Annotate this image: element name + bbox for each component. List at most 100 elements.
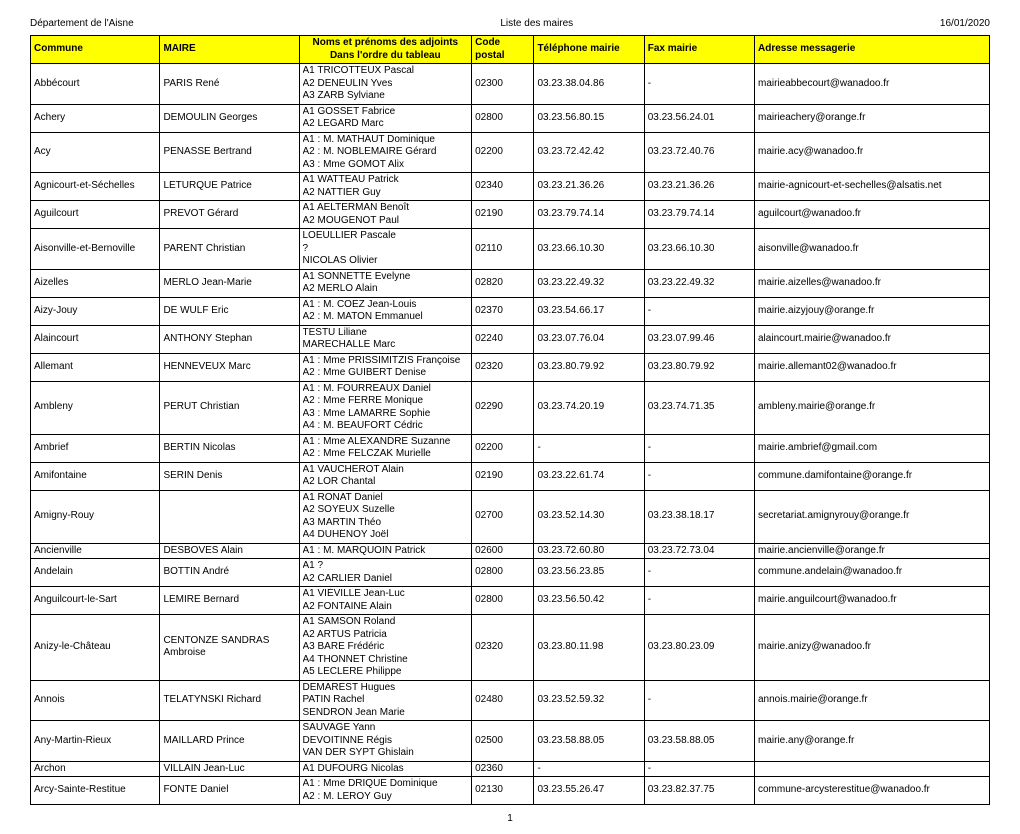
cell-tel: 03.23.80.11.98: [534, 615, 644, 681]
col-adjoints: Noms et prénoms des adjointsDans l'ordre…: [299, 36, 472, 64]
cell-tel: 03.23.74.20.19: [534, 381, 644, 434]
cell-mail: mairie.aizyjouy@orange.fr: [755, 297, 990, 325]
cell-commune: Andelain: [31, 559, 160, 587]
cell-mail: mairie.anguilcourt@wanadoo.fr: [755, 587, 990, 615]
cell-mail: alaincourt.mairie@wanadoo.fr: [755, 325, 990, 353]
cell-tel: 03.23.52.14.30: [534, 490, 644, 543]
cell-adjoints: A1 TRICOTTEUX PascalA2 DENEULIN YvesA3 Z…: [299, 64, 472, 105]
cell-commune: Anguilcourt-le-Sart: [31, 587, 160, 615]
cell-fax: 03.23.80.79.92: [644, 353, 754, 381]
cell-maire: DEMOULIN Georges: [160, 104, 299, 132]
cell-fax: -: [644, 559, 754, 587]
col-fax: Fax mairie: [644, 36, 754, 64]
cell-mail: commune.andelain@wanadoo.fr: [755, 559, 990, 587]
table-row: AguilcourtPREVOT GérardA1 AELTERMAN Beno…: [31, 201, 990, 229]
cell-tel: 03.23.21.36.26: [534, 173, 644, 201]
cell-mail: mairie.aizelles@wanadoo.fr: [755, 269, 990, 297]
cell-commune: Achery: [31, 104, 160, 132]
cell-fax: -: [644, 434, 754, 462]
cell-tel: 03.23.54.66.17: [534, 297, 644, 325]
cell-adjoints: A1 VIÉVILLE Jean-LucA2 FONTAINE Alain: [299, 587, 472, 615]
cell-tel: 03.23.58.88.05: [534, 721, 644, 762]
cell-tel: 03.23.56.50.42: [534, 587, 644, 615]
cell-commune: Ambleny: [31, 381, 160, 434]
table-row: Aisonville-et-BernovillePARENT Christian…: [31, 229, 990, 270]
cell-maire: FONTE Daniel: [160, 777, 299, 805]
col-cp: Code postal: [472, 36, 534, 64]
cell-maire: PARENT Christian: [160, 229, 299, 270]
cell-tel: 03.23.66.10.30: [534, 229, 644, 270]
page-number: 1: [30, 813, 990, 824]
cell-mail: [755, 761, 990, 777]
cell-tel: -: [534, 761, 644, 777]
cell-mail: mairie.acy@wanadoo.fr: [755, 132, 990, 173]
cell-cp: 02200: [472, 434, 534, 462]
cell-maire: DE WULF Eric: [160, 297, 299, 325]
cell-maire: DESBOVES Alain: [160, 543, 299, 559]
cell-adjoints: A1 : M. MATHAUT DominiqueA2 : M. NOBLEMA…: [299, 132, 472, 173]
table-header-row: Commune MAIRE Noms et prénoms des adjoin…: [31, 36, 990, 64]
cell-cp: 02800: [472, 104, 534, 132]
col-tel: Téléphone mairie: [534, 36, 644, 64]
cell-fax: 03.23.21.36.26: [644, 173, 754, 201]
cell-cp: 02130: [472, 777, 534, 805]
cell-maire: TELATYNSKI Richard: [160, 680, 299, 721]
cell-mail: aguilcourt@wanadoo.fr: [755, 201, 990, 229]
table-row: ArchonVILLAIN Jean-LucA1 DUFOURG Nicolas…: [31, 761, 990, 777]
cell-fax: 03.23.07.99.46: [644, 325, 754, 353]
cell-cp: 02200: [472, 132, 534, 173]
cell-cp: 02320: [472, 615, 534, 681]
cell-commune: Alaincourt: [31, 325, 160, 353]
cell-mail: ambleny.mairie@orange.fr: [755, 381, 990, 434]
cell-cp: 02240: [472, 325, 534, 353]
cell-mail: secretariat.amignyrouy@orange.fr: [755, 490, 990, 543]
cell-fax: 03.23.74.71.35: [644, 381, 754, 434]
table-row: Any-Martin-RieuxMAILLARD PrinceSAUVAGE Y…: [31, 721, 990, 762]
cell-adjoints: TESTU LilianeMARECHALLE Marc: [299, 325, 472, 353]
col-mail: Adresse messagerie: [755, 36, 990, 64]
cell-mail: commune-arcysterestitue@wanadoo.fr: [755, 777, 990, 805]
cell-cp: 02190: [472, 201, 534, 229]
cell-maire: PERUT Christian: [160, 381, 299, 434]
cell-adjoints: DEMAREST HuguesPATIN RachelSENDRON Jean …: [299, 680, 472, 721]
table-row: AmifontaineSERIN DenisA1 VAUCHEROT Alain…: [31, 462, 990, 490]
cell-maire: HENNEVEUX Marc: [160, 353, 299, 381]
cell-cp: 02800: [472, 559, 534, 587]
cell-tel: 03.23.38.04.86: [534, 64, 644, 105]
cell-adjoints: A1 SONNETTE EvelyneA2 MERLO Alain: [299, 269, 472, 297]
cell-cp: 02190: [472, 462, 534, 490]
cell-commune: Allemant: [31, 353, 160, 381]
table-row: AlaincourtANTHONY StephanTESTU LilianeMA…: [31, 325, 990, 353]
cell-cp: 02340: [472, 173, 534, 201]
cell-adjoints: A1 SAMSON RolandA2 ARTUS PatriciaA3 BARE…: [299, 615, 472, 681]
cell-fax: -: [644, 680, 754, 721]
cell-commune: Acy: [31, 132, 160, 173]
header-center: Liste des maires: [500, 18, 573, 29]
cell-maire: LETURQUE Patrice: [160, 173, 299, 201]
cell-commune: Anizy-le-Château: [31, 615, 160, 681]
cell-maire: PENASSE Bertrand: [160, 132, 299, 173]
cell-mail: aisonville@wanadoo.fr: [755, 229, 990, 270]
cell-adjoints: A1 VAUCHEROT AlainA2 LOR Chantal: [299, 462, 472, 490]
cell-commune: Agnicourt-et-Séchelles: [31, 173, 160, 201]
cell-mail: mairie.allemant02@wanadoo.fr: [755, 353, 990, 381]
cell-tel: 03.23.80.79.92: [534, 353, 644, 381]
col-commune: Commune: [31, 36, 160, 64]
cell-mail: mairie-agnicourt-et-sechelles@alsatis.ne…: [755, 173, 990, 201]
cell-fax: 03.23.72.73.04: [644, 543, 754, 559]
cell-cp: 02290: [472, 381, 534, 434]
cell-mail: annois.mairie@orange.fr: [755, 680, 990, 721]
cell-fax: -: [644, 64, 754, 105]
cell-cp: 02370: [472, 297, 534, 325]
cell-maire: MERLO Jean-Marie: [160, 269, 299, 297]
cell-maire: SERIN Denis: [160, 462, 299, 490]
cell-cp: 02800: [472, 587, 534, 615]
cell-cp: 02300: [472, 64, 534, 105]
col-maire: MAIRE: [160, 36, 299, 64]
cell-adjoints: LOEULLIER Pascale?NICOLAS Olivier: [299, 229, 472, 270]
cell-fax: -: [644, 587, 754, 615]
cell-adjoints: A1 : Mme ALEXANDRE SuzanneA2 : Mme FELCZ…: [299, 434, 472, 462]
cell-maire: BERTIN Nicolas: [160, 434, 299, 462]
cell-mail: mairie.ancienville@orange.fr: [755, 543, 990, 559]
table-row: AmbriefBERTIN NicolasA1 : Mme ALEXANDRE …: [31, 434, 990, 462]
